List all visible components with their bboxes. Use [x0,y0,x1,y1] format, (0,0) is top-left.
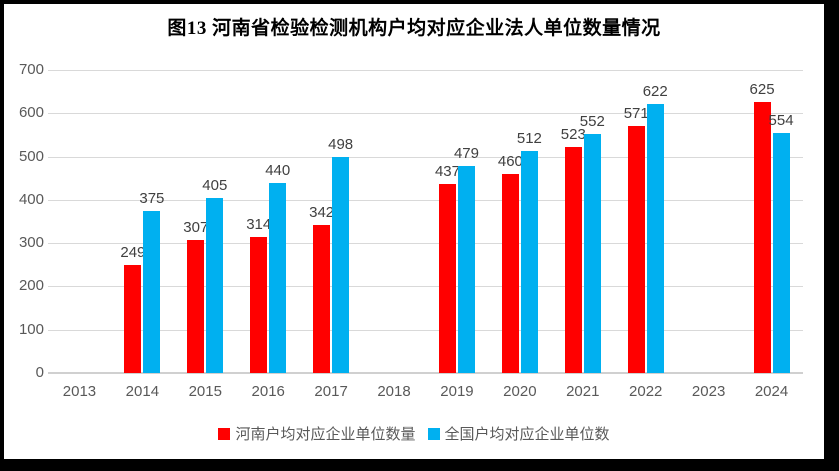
bar-series-1-2024 [772,133,790,373]
data-label: 512 [516,130,542,148]
y-tick-label: 500 [18,147,44,165]
bar-series-1-2019 [457,165,475,373]
x-axis-line [48,372,803,374]
bar-series-0-2015 [187,240,205,373]
bar-series-1-2016 [269,182,287,373]
data-label: 625 [749,81,775,99]
plot-area: 0 100 200 300 400 500 600 700 2013 2014 249 375 2015… [19,61,803,400]
frame-border-left [0,0,4,471]
data-label: 437 [434,162,460,180]
data-label: 460 [497,152,523,170]
legend-item-series-0: 河南户均对应企业单位数量 [218,423,416,444]
y-tick-label: 100 [18,320,44,338]
data-label: 479 [453,144,479,162]
x-tick-label: 2021 [566,383,600,400]
x-tick-label: 2017 [314,383,348,400]
bar-series-1-2020 [520,151,538,373]
x-tick-label: 2023 [691,383,726,400]
legend-label: 全国户均对应企业单位数 [444,426,610,443]
bar-series-0-2020 [501,173,519,373]
data-label: 523 [560,125,586,143]
bar-series-0-2014 [124,265,142,373]
y-tick-label: 600 [18,104,44,122]
frame-border-right [824,0,839,471]
bar-series-1-2015 [206,197,224,373]
gridline [48,329,803,331]
bar-series-0-2019 [438,183,456,373]
bar-series-0-2022 [627,125,645,373]
chart-title: 图13 河南省检验检测机构户均对应企业法人单位数量情况 [167,18,661,39]
frame-border-top [0,0,839,4]
legend-swatch-icon [218,427,231,440]
legend-swatch-icon [427,427,440,440]
gridline [48,243,803,245]
y-tick-label: 0 [35,364,44,381]
x-tick-label: 2022 [629,383,663,400]
legend-item-series-1: 全国户均对应企业单位数 [427,423,610,444]
bar-series-0-2021 [564,146,582,373]
data-label: 440 [265,161,291,179]
y-tick-label: 300 [18,234,44,252]
x-tick-label: 2013 [62,383,97,400]
gridline [48,113,803,115]
data-label: 249 [120,244,146,262]
x-tick-label: 2018 [377,383,411,400]
y-tick-label: 400 [18,190,44,208]
data-label: 342 [309,203,335,221]
x-tick-label: 2014 [125,383,160,400]
bar-series-0-2024 [753,102,771,373]
gridline [48,156,803,158]
data-label: 405 [202,176,228,194]
data-label: 554 [768,112,794,130]
bar-series-1-2014 [143,210,161,373]
legend-label: 河南户均对应企业单位数量 [235,426,416,443]
gridline [48,199,803,201]
data-label: 622 [642,82,668,100]
x-tick-label: 2019 [440,383,474,400]
data-label: 307 [183,219,209,237]
x-tick-label: 2024 [754,383,789,400]
bar-series-1-2022 [646,103,664,373]
frame-border-bottom [0,459,839,471]
gridline [48,286,803,288]
data-label: 314 [246,216,272,234]
bar-series-0-2016 [250,237,268,373]
data-label: 571 [623,104,649,122]
gridline [48,70,803,71]
bar-series-0-2017 [313,224,331,373]
bar-series-1-2021 [583,134,601,373]
y-tick-label: 200 [18,277,44,295]
x-tick-label: 2016 [251,383,285,400]
x-tick-label: 2015 [188,383,222,400]
legend: 河南户均对应企业单位数量 全国户均对应企业单位数 [4,423,824,444]
y-tick-label: 700 [18,61,44,78]
data-label: 375 [139,189,165,207]
x-tick-label: 2020 [503,383,537,400]
data-label: 552 [579,113,605,131]
data-label: 498 [328,136,354,154]
bar-series-1-2017 [332,157,350,373]
